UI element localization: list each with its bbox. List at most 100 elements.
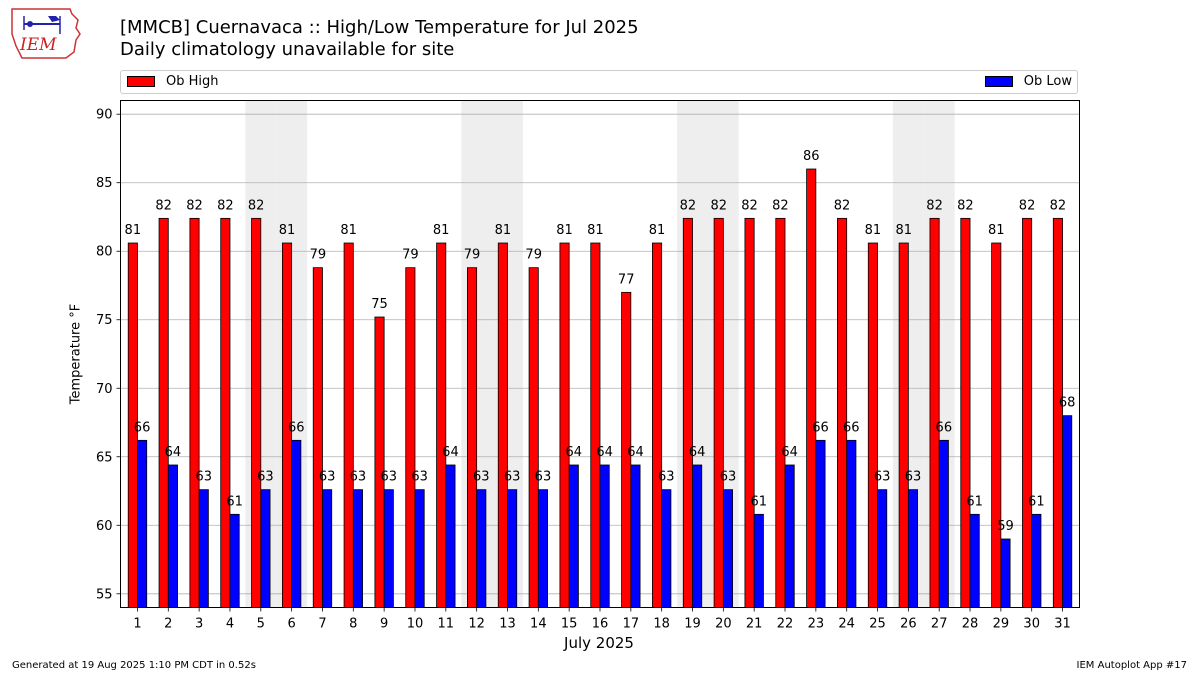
x-tick-label: 30 bbox=[1023, 617, 1040, 632]
x-tick-label: 1 bbox=[133, 617, 141, 632]
low-value-label: 63 bbox=[720, 470, 737, 485]
high-value-label: 79 bbox=[402, 248, 419, 263]
high-bar bbox=[343, 242, 354, 608]
low-bar bbox=[877, 489, 888, 608]
high-value-label: 82 bbox=[957, 198, 974, 213]
high-bar bbox=[467, 267, 478, 608]
high-value-label: 82 bbox=[217, 198, 234, 213]
low-value-label: 63 bbox=[319, 470, 336, 485]
high-bar bbox=[251, 217, 262, 608]
x-tick-label: 29 bbox=[993, 617, 1010, 632]
low-bar bbox=[692, 464, 703, 608]
x-tick-label: 28 bbox=[962, 617, 979, 632]
high-bar bbox=[436, 242, 447, 608]
svg-text:IEM: IEM bbox=[19, 35, 57, 55]
x-tick-label: 31 bbox=[1054, 617, 1071, 632]
high-bar bbox=[867, 242, 878, 608]
high-value-label: 81 bbox=[125, 223, 142, 238]
low-value-label: 66 bbox=[812, 420, 829, 435]
high-value-label: 86 bbox=[803, 149, 820, 164]
low-bar bbox=[414, 489, 425, 608]
legend-item-low: Ob Low bbox=[984, 74, 1072, 89]
high-value-label: 81 bbox=[895, 223, 912, 238]
high-bar bbox=[806, 168, 817, 608]
high-value-label: 75 bbox=[371, 297, 388, 312]
x-tick-label: 21 bbox=[746, 617, 763, 632]
low-value-label: 64 bbox=[689, 445, 706, 460]
high-bar bbox=[652, 242, 663, 608]
legend-swatch-high bbox=[127, 76, 155, 87]
low-value-label: 64 bbox=[627, 445, 644, 460]
legend-label-low: Ob Low bbox=[1023, 74, 1072, 89]
high-bar bbox=[189, 217, 200, 608]
high-bar bbox=[497, 242, 508, 608]
low-value-label: 66 bbox=[843, 420, 860, 435]
x-tick-label: 2 bbox=[164, 617, 172, 632]
x-axis-label-text: July 2025 bbox=[564, 634, 634, 652]
x-tick-label: 9 bbox=[380, 617, 388, 632]
x-tick-label: 13 bbox=[499, 617, 516, 632]
chart-subtitle: Daily climatology unavailable for site bbox=[120, 39, 455, 60]
low-bar bbox=[260, 489, 271, 608]
low-value-label: 64 bbox=[596, 445, 613, 460]
x-tick-label: 24 bbox=[838, 617, 855, 632]
x-tick-label: 14 bbox=[530, 617, 547, 632]
x-tick-label: 3 bbox=[195, 617, 203, 632]
high-value-label: 81 bbox=[649, 223, 666, 238]
low-value-label: 61 bbox=[226, 494, 243, 509]
low-bar bbox=[753, 513, 764, 608]
app-credit: IEM Autoplot App #17 bbox=[1076, 660, 1187, 671]
low-bar bbox=[291, 439, 302, 608]
low-bar bbox=[661, 489, 672, 608]
high-bar bbox=[837, 217, 848, 608]
low-bar bbox=[445, 464, 456, 608]
chart-legend: Ob High Ob Low bbox=[120, 70, 1078, 94]
x-tick-label: 16 bbox=[592, 617, 609, 632]
low-bar bbox=[1000, 538, 1011, 608]
low-bar bbox=[383, 489, 394, 608]
low-value-label: 61 bbox=[751, 494, 768, 509]
low-value-label: 66 bbox=[936, 420, 953, 435]
high-bar bbox=[1022, 217, 1033, 608]
y-tick-label: 60 bbox=[96, 519, 113, 534]
high-value-label: 81 bbox=[433, 223, 450, 238]
x-tick-label: 20 bbox=[715, 617, 732, 632]
high-value-label: 79 bbox=[464, 248, 481, 263]
high-value-label: 82 bbox=[248, 198, 265, 213]
low-value-label: 64 bbox=[165, 445, 182, 460]
x-tick-label: 12 bbox=[468, 617, 485, 632]
high-bar bbox=[991, 242, 1002, 608]
y-tick-label: 55 bbox=[96, 587, 113, 602]
x-tick-label: 25 bbox=[869, 617, 886, 632]
legend-swatch-low bbox=[984, 76, 1013, 87]
low-bar bbox=[630, 464, 641, 608]
low-bar bbox=[1062, 415, 1073, 608]
low-bar bbox=[815, 439, 826, 608]
x-tick-label: 7 bbox=[318, 617, 326, 632]
low-bar bbox=[1031, 513, 1042, 608]
low-value-label: 68 bbox=[1059, 396, 1076, 411]
x-tick-label: 6 bbox=[287, 617, 295, 632]
low-value-label: 63 bbox=[905, 470, 922, 485]
low-value-label: 66 bbox=[288, 420, 305, 435]
high-bar bbox=[775, 217, 786, 608]
x-tick-label: 10 bbox=[407, 617, 424, 632]
high-value-label: 81 bbox=[340, 223, 357, 238]
high-bar bbox=[158, 217, 169, 608]
x-axis-label: July 2025 bbox=[0, 634, 1200, 652]
y-tick-label: 70 bbox=[96, 382, 113, 397]
x-tick-label: 8 bbox=[349, 617, 357, 632]
low-bar bbox=[537, 489, 548, 608]
legend-item-high: Ob High bbox=[127, 74, 219, 89]
low-value-label: 63 bbox=[473, 470, 490, 485]
y-tick-label: 80 bbox=[96, 245, 113, 260]
high-value-label: 82 bbox=[926, 198, 943, 213]
low-value-label: 63 bbox=[195, 470, 212, 485]
low-value-label: 63 bbox=[380, 470, 397, 485]
high-value-label: 81 bbox=[587, 223, 604, 238]
low-value-label: 64 bbox=[566, 445, 583, 460]
high-value-label: 82 bbox=[834, 198, 851, 213]
high-value-label: 79 bbox=[525, 248, 542, 263]
low-bar bbox=[784, 464, 795, 608]
plot-frame bbox=[120, 100, 1080, 608]
